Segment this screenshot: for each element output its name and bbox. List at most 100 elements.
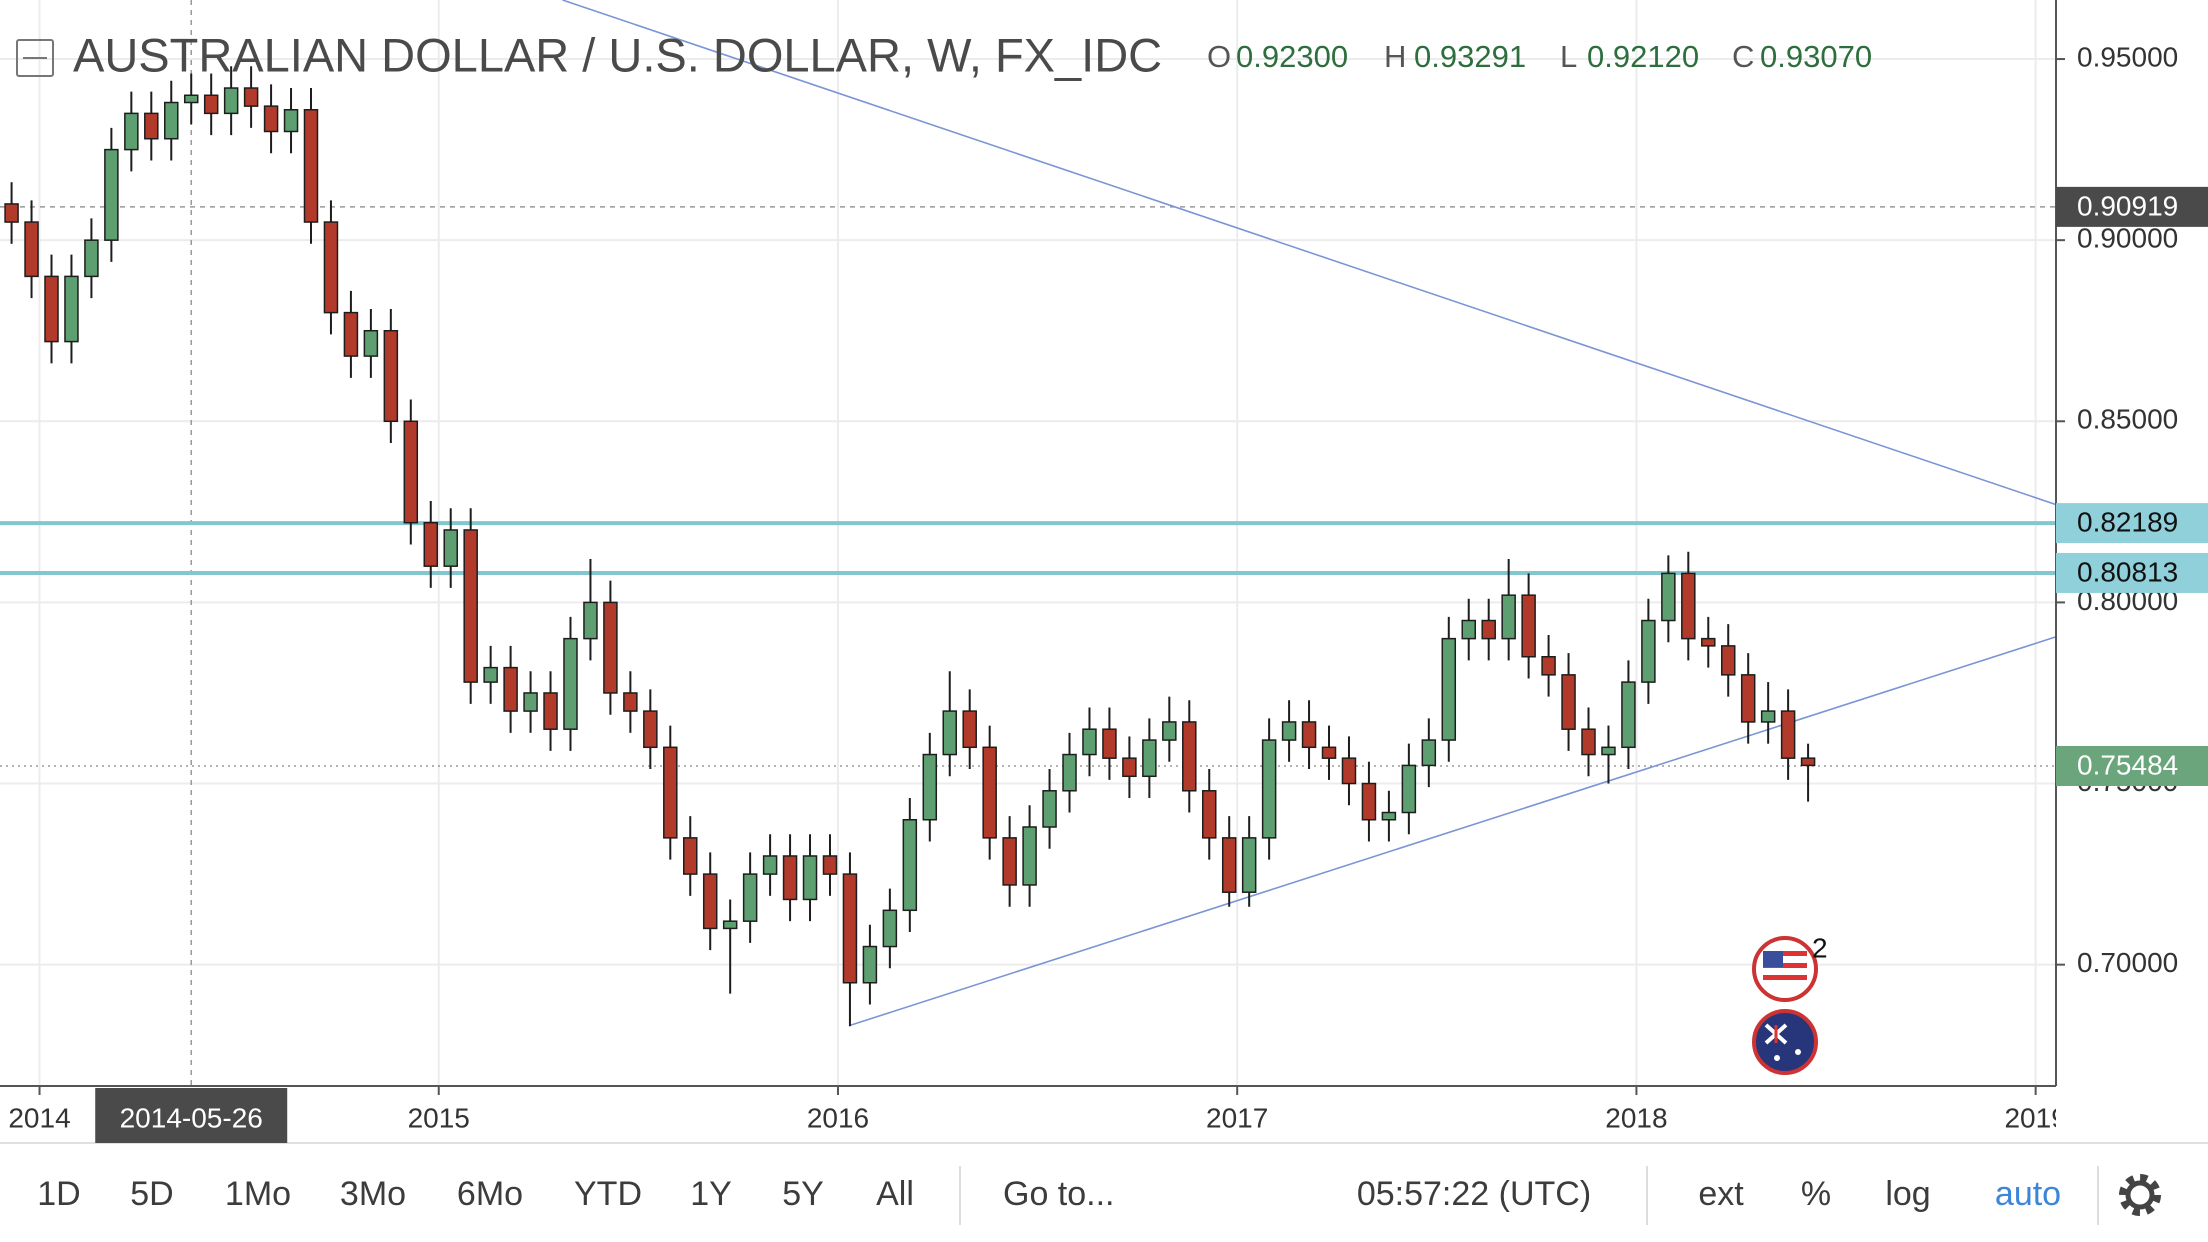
option-button[interactable]: % <box>1801 1175 1831 1213</box>
candle-body <box>1681 572 1696 640</box>
candle-body <box>1421 739 1437 767</box>
candle-body <box>24 221 39 278</box>
candle-body <box>144 112 159 140</box>
candle-body <box>1341 757 1357 785</box>
candle-body <box>1162 721 1177 741</box>
ohlc-key: O <box>1207 39 1231 74</box>
candle-body <box>283 109 299 133</box>
candle-body <box>1760 710 1776 723</box>
x-tick-label: 2019 <box>2004 1102 2066 1133</box>
candle-body <box>1102 728 1117 759</box>
range-button[interactable]: 5Y <box>782 1175 824 1213</box>
candle-body <box>503 666 518 712</box>
candle-body <box>623 692 638 712</box>
option-button[interactable]: ext <box>1698 1175 1744 1213</box>
candle-body <box>982 746 997 839</box>
candle-body <box>1501 594 1516 640</box>
option-button[interactable]: log <box>1885 1175 1930 1213</box>
candle-body <box>1481 619 1496 640</box>
y-tick-label: 0.90000 <box>2077 223 2178 254</box>
gear-ring <box>2125 1180 2155 1210</box>
price-label-box <box>2056 552 2208 593</box>
candle-body <box>1541 655 1556 676</box>
ohlc-value: 0.93291 <box>1414 39 1526 74</box>
event-badge-us[interactable] <box>1752 936 1818 1002</box>
candle-body <box>1521 594 1536 658</box>
candle-body <box>303 109 319 223</box>
event-count: 2 <box>1812 932 1828 963</box>
collapse-icon[interactable] <box>16 39 54 77</box>
range-button[interactable]: 3Mo <box>340 1175 406 1213</box>
candle-body <box>683 837 698 875</box>
candle-body <box>1740 674 1756 723</box>
candle-body <box>882 909 898 948</box>
candle-body <box>1361 782 1377 821</box>
range-button[interactable]: 6Mo <box>457 1175 523 1213</box>
candle-body <box>1002 837 1017 886</box>
chart-title: AUSTRALIAN DOLLAR / U.S. DOLLAR, W, FX_I… <box>73 28 1162 81</box>
y-tick-label: 0.85000 <box>2077 404 2178 435</box>
settings-button[interactable] <box>2119 1174 2161 1216</box>
candle-body <box>543 692 558 730</box>
range-button[interactable]: All <box>876 1175 914 1213</box>
candle-body <box>44 275 59 343</box>
candle-body <box>1142 739 1157 778</box>
candle-body <box>1381 811 1397 821</box>
ohlc-value: 0.92300 <box>1236 39 1348 74</box>
candle-body <box>1201 790 1217 839</box>
flag-stripe <box>1763 951 1807 956</box>
candle-body <box>323 221 339 314</box>
candle-body <box>363 329 379 357</box>
candle-body <box>1082 728 1097 756</box>
candle-body <box>4 203 19 223</box>
candle-body <box>922 753 938 821</box>
range-button[interactable]: YTD <box>574 1175 642 1213</box>
range-button[interactable]: 5D <box>130 1175 173 1213</box>
goto-button[interactable]: Go to... <box>1003 1175 1115 1213</box>
option-button[interactable]: auto <box>1995 1175 2061 1213</box>
candle-body <box>902 819 918 912</box>
candle-body <box>1720 645 1736 676</box>
price-label: 0.82189 <box>2077 507 2178 538</box>
candle-body <box>463 529 478 683</box>
candle-body <box>603 601 618 694</box>
candle-body <box>1281 721 1297 741</box>
candle-body <box>742 873 758 922</box>
crosshair-y-label: 0.90919 <box>2077 190 2178 221</box>
flag-star <box>1774 1055 1780 1061</box>
toolbar: 1D 5D 1Mo 3Mo 6Mo YTD 1Y 5Y All ext% log auto <box>37 1175 2061 1213</box>
crosshair-x-label: 2014-05-26 <box>120 1102 263 1133</box>
x-tick-label: 2016 <box>807 1102 869 1133</box>
candle-body <box>583 601 598 640</box>
range-button[interactable]: 1Mo <box>225 1175 291 1213</box>
candle-body <box>702 873 718 930</box>
ohlc-legend: O 0.92300 H 0.93291 L 0.92120 C 0.93070 <box>1207 39 1872 74</box>
candle-body <box>104 148 119 241</box>
candle-body <box>1701 637 1716 647</box>
candle-body <box>802 855 818 901</box>
candle-body <box>1561 674 1576 730</box>
plot-area <box>0 0 2056 1086</box>
candle-body <box>1301 721 1317 749</box>
event-badge-au[interactable] <box>1752 1009 1818 1075</box>
flag-canton <box>1763 951 1783 967</box>
candle-body <box>762 855 778 875</box>
candle-body <box>523 692 538 712</box>
candle-body <box>1182 721 1197 792</box>
candle-body <box>64 275 79 343</box>
crosshair-y-label-box <box>2056 186 2208 227</box>
candle-body <box>1661 572 1676 622</box>
range-button[interactable]: 1D <box>37 1175 80 1213</box>
clock: 05:57:22 (UTC) <box>1357 1175 1591 1213</box>
candle-body <box>1780 710 1796 759</box>
candle-body <box>1122 757 1137 778</box>
range-button[interactable]: 1Y <box>690 1175 732 1213</box>
candle-body <box>243 87 259 107</box>
candle-body <box>203 94 219 115</box>
time-axis: 2014 2015 2016 2017 2018 2019 <box>8 1086 2066 1133</box>
candle-body <box>263 105 279 133</box>
candle-body <box>782 855 798 901</box>
crosshair-x-label-box <box>95 1088 288 1143</box>
